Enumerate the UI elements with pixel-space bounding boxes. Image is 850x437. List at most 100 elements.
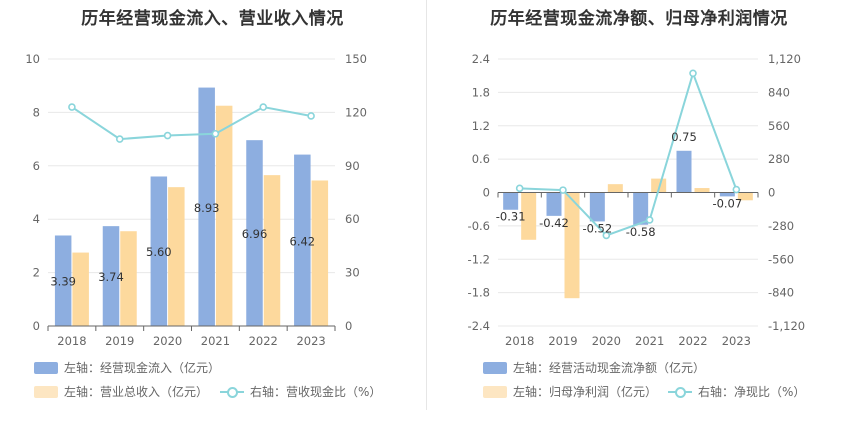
line-point <box>68 103 76 111</box>
data-label: 8.93 <box>194 201 220 215</box>
legend-swatch <box>34 385 58 398</box>
bar <box>503 192 519 210</box>
legend-item-cash-ratio[interactable]: 右轴：营收现金比（%） <box>220 383 381 400</box>
legend-swatch <box>220 386 244 398</box>
legend-label: 右轴：净现比（%） <box>698 385 806 399</box>
line-point <box>602 231 611 240</box>
y2-tick-label: 150 <box>345 52 367 66</box>
chart-title: 历年经营现金流净额、归母净利润情况 <box>490 9 788 29</box>
line-point <box>115 135 124 143</box>
y2-tick-label: -840 <box>768 286 794 300</box>
bar <box>294 154 311 326</box>
y-tick-label: 2.4 <box>472 52 490 66</box>
bar <box>589 192 605 222</box>
legend-label: 右轴：营收现金比（%） <box>250 385 382 399</box>
line-point <box>732 185 741 194</box>
x-tick-label: 2022 <box>249 334 278 348</box>
y-tick-label: 6 <box>33 159 40 173</box>
line-point <box>259 103 268 111</box>
x-tick-label: 2019 <box>548 334 577 348</box>
chart-title: 历年经营现金流入、营业收入情况 <box>81 9 344 29</box>
chart-plot-net-cashflow-profit: -2.4 -1.8 -1.2 -0.6 0 0.6 1.2 1.8 2.4 -1,120 -840 -… <box>468 52 806 348</box>
legend-item-cash-inflow[interactable]: 左轴：经营现金流入（亿元） <box>34 359 220 376</box>
y2-tick-label: 0 <box>345 319 352 333</box>
y2-tick-label: 30 <box>345 266 360 280</box>
panel-divider <box>426 0 427 410</box>
data-label: -0.31 <box>496 210 526 224</box>
y-tick-label: -1.2 <box>468 252 490 266</box>
legend-item-net-cashflow[interactable]: 左轴：经营活动现金流净额（亿元） <box>483 359 705 376</box>
x-tick-label: 2018 <box>57 334 86 348</box>
x-tick-label: 2021 <box>201 334 230 348</box>
x-tick-label: 2023 <box>722 334 751 348</box>
line-point <box>515 184 524 193</box>
bar <box>168 187 185 326</box>
y-tick-label: -1.8 <box>468 286 490 300</box>
x-tick-label: 2019 <box>105 334 134 348</box>
y-tick-label: 0 <box>33 319 40 333</box>
y2-tick-label: 840 <box>768 85 790 99</box>
legend-swatch <box>34 361 58 374</box>
bar <box>150 176 168 326</box>
series-line <box>71 106 312 141</box>
legend-item-revenue[interactable]: 左轴：营业总收入（亿元） <box>34 383 208 400</box>
data-label: 0.75 <box>671 130 697 144</box>
bar <box>607 184 623 193</box>
y2-tick-label: -560 <box>768 252 794 266</box>
x-tick-label: 2022 <box>678 334 707 348</box>
x-tick-label: 2018 <box>505 334 534 348</box>
y-tick-label: -2.4 <box>468 319 490 333</box>
legend-item-net-profit[interactable]: 左轴：归母净利润（亿元） <box>483 383 657 400</box>
legend-label: 左轴：归母净利润（亿元） <box>513 385 658 399</box>
line-point <box>689 69 697 78</box>
y-tick-label: 0 <box>483 186 490 200</box>
series-line <box>519 70 738 237</box>
y2-tick-label: 120 <box>345 105 367 119</box>
data-label: -0.58 <box>626 225 656 239</box>
bar <box>719 192 735 197</box>
y2-tick-label: 1,120 <box>768 52 801 66</box>
chart-panel-net-cashflow-profit: 历年经营现金流净额、归母净利润情况 -2.4 -1.8 -1.2 -0.6 0 0.6 1.… <box>428 0 850 437</box>
line-point <box>559 186 567 194</box>
y-tick-label: 4 <box>33 212 40 226</box>
bar <box>246 140 263 326</box>
bar <box>564 192 580 299</box>
x-tick-label: 2020 <box>153 334 182 348</box>
bar <box>521 192 537 240</box>
legend-label: 左轴：经营现金流入（亿元） <box>64 361 221 375</box>
x-tick-label: 2020 <box>592 334 621 348</box>
y-tick-label: 10 <box>25 52 40 66</box>
y-tick-label: 8 <box>33 105 40 119</box>
bar <box>263 175 281 326</box>
bar <box>54 235 72 326</box>
bar <box>633 192 649 225</box>
bar <box>546 192 562 216</box>
y2-tick-label: 560 <box>768 119 790 133</box>
y2-tick-label: -280 <box>768 219 794 233</box>
legend-label: 左轴：经营活动现金流净额（亿元） <box>513 361 706 375</box>
y2-tick-label: 90 <box>345 159 360 173</box>
y-tick-label: 1.2 <box>472 119 490 133</box>
data-label: -0.42 <box>539 216 569 230</box>
line-point <box>211 129 220 138</box>
x-tick-label: 2023 <box>296 334 325 348</box>
line-point <box>307 112 315 120</box>
legend-swatch <box>668 386 692 398</box>
y2-tick-label: -1,120 <box>768 319 805 333</box>
y-tick-label: 1.8 <box>472 85 490 99</box>
legend-label: 左轴：营业总收入（亿元） <box>64 385 209 399</box>
data-label: -0.07 <box>712 196 742 210</box>
data-label: 3.74 <box>98 270 124 284</box>
data-label: 3.39 <box>50 275 76 289</box>
bar <box>737 192 753 201</box>
bar <box>694 188 710 193</box>
legend-item-net-cash-ratio[interactable]: 右轴：净现比（%） <box>668 383 805 400</box>
data-label: 6.96 <box>242 227 268 241</box>
y-tick-label: -0.6 <box>468 219 490 233</box>
line-point <box>645 216 654 224</box>
data-label: 6.42 <box>290 234 316 248</box>
bar <box>120 231 137 326</box>
bar <box>676 150 692 193</box>
y2-tick-label: 60 <box>345 212 360 226</box>
legend-swatch <box>483 361 507 374</box>
